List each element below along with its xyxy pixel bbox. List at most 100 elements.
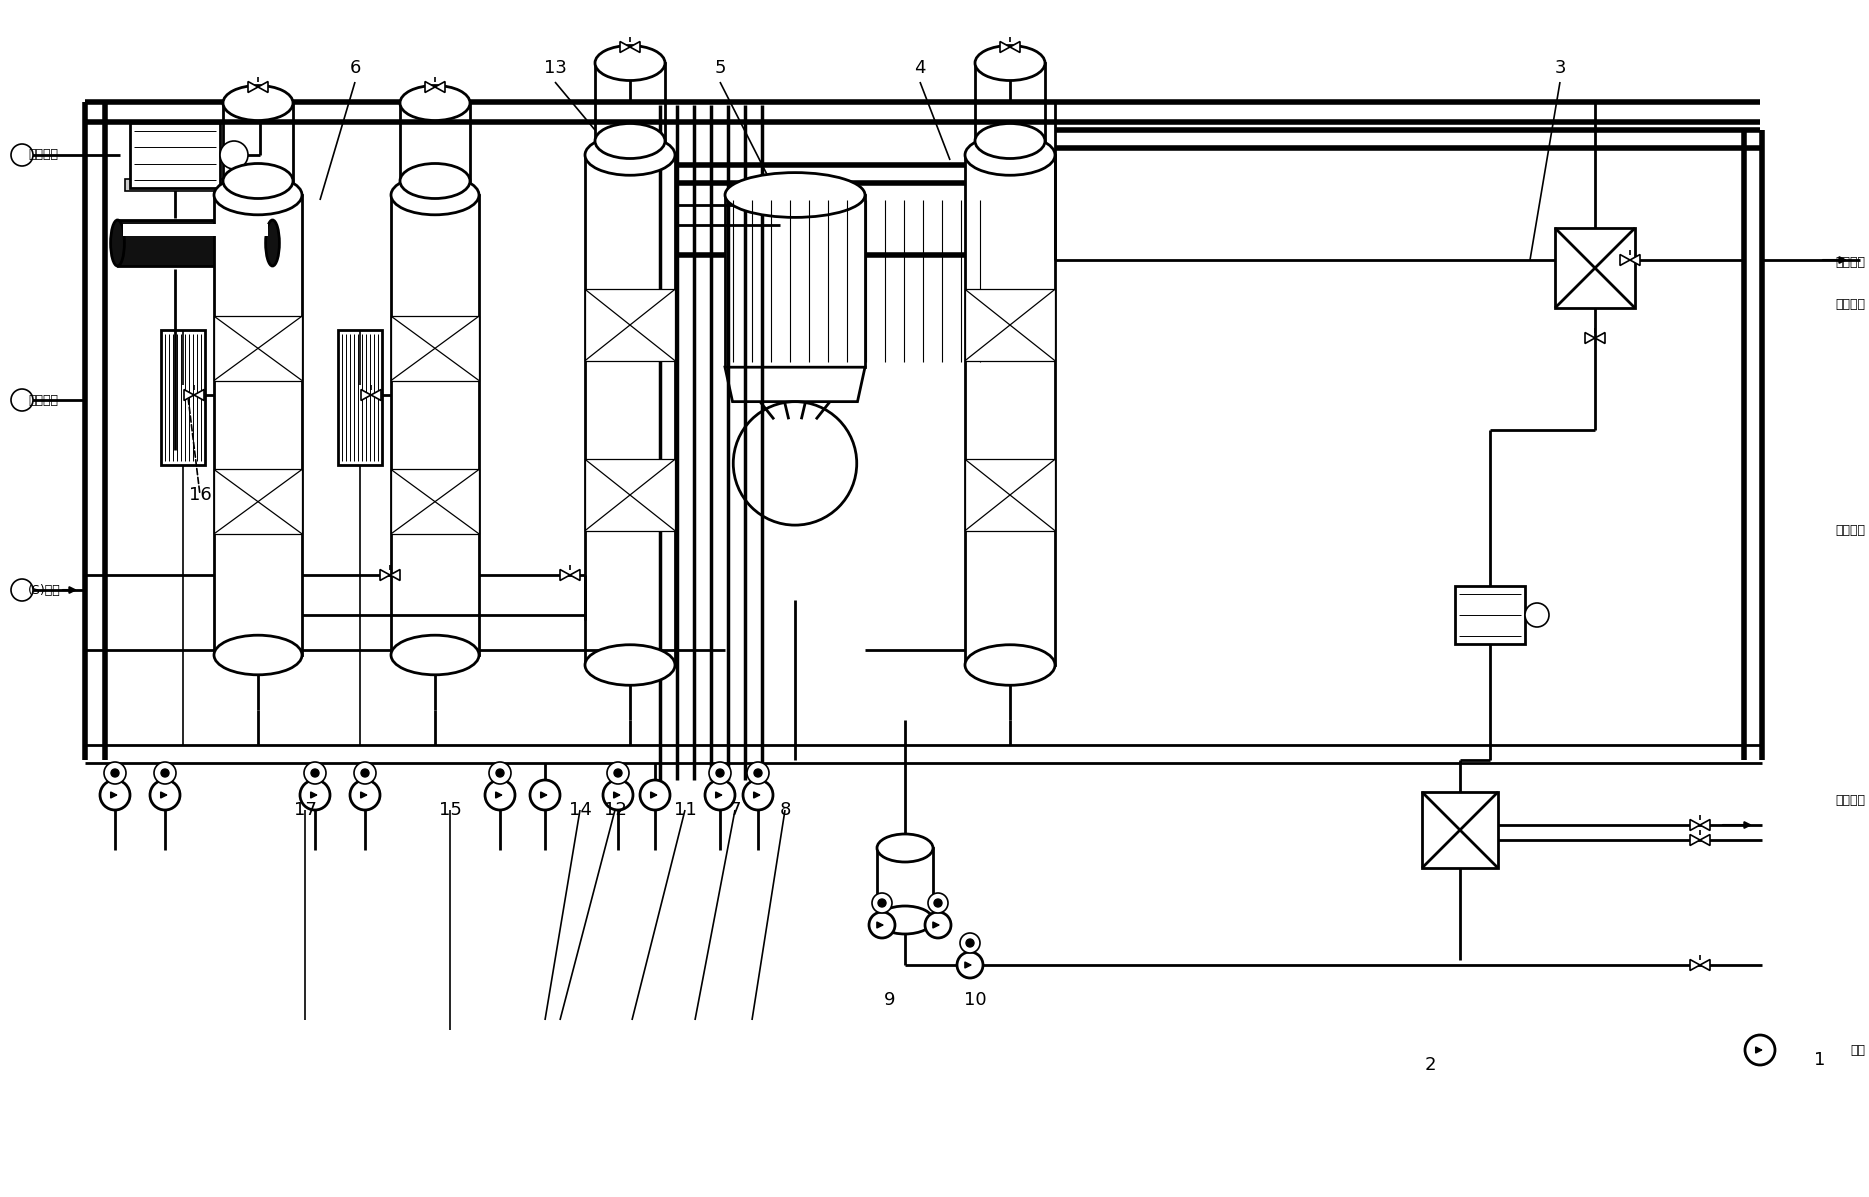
Polygon shape xyxy=(258,81,267,92)
Bar xyxy=(877,847,933,920)
Circle shape xyxy=(615,768,622,777)
Bar xyxy=(976,63,1045,141)
Bar xyxy=(1422,792,1497,868)
Polygon shape xyxy=(1690,960,1701,971)
Circle shape xyxy=(934,899,942,907)
Text: 11: 11 xyxy=(673,801,697,819)
Polygon shape xyxy=(570,570,579,581)
Bar xyxy=(123,224,267,236)
Ellipse shape xyxy=(594,45,665,80)
Text: 17: 17 xyxy=(293,801,316,819)
Polygon shape xyxy=(630,42,639,53)
Text: 8: 8 xyxy=(779,801,791,819)
Circle shape xyxy=(11,579,34,601)
Ellipse shape xyxy=(585,645,675,685)
Ellipse shape xyxy=(585,135,675,175)
Bar xyxy=(585,290,675,360)
Bar xyxy=(400,103,469,181)
Polygon shape xyxy=(1701,960,1710,971)
Ellipse shape xyxy=(391,636,478,675)
Ellipse shape xyxy=(222,164,293,199)
Ellipse shape xyxy=(213,175,303,214)
Circle shape xyxy=(11,389,34,411)
Circle shape xyxy=(153,762,176,784)
Text: 3: 3 xyxy=(1555,59,1566,77)
Text: 不凝气体: 不凝气体 xyxy=(28,148,58,162)
Text: 高纯水桶: 高纯水桶 xyxy=(1835,794,1865,807)
Circle shape xyxy=(110,768,120,777)
Bar xyxy=(213,195,303,655)
Circle shape xyxy=(495,768,505,777)
Polygon shape xyxy=(435,81,445,92)
Bar xyxy=(213,316,303,381)
Polygon shape xyxy=(391,570,400,581)
Ellipse shape xyxy=(265,220,278,266)
Text: 10: 10 xyxy=(964,991,987,1009)
Circle shape xyxy=(221,141,249,169)
Circle shape xyxy=(869,912,895,938)
Bar xyxy=(213,469,303,534)
Polygon shape xyxy=(424,81,435,92)
Circle shape xyxy=(961,932,979,953)
Ellipse shape xyxy=(391,175,478,214)
Bar xyxy=(131,123,221,188)
Bar xyxy=(391,469,478,534)
Polygon shape xyxy=(621,42,630,53)
Text: 7: 7 xyxy=(729,801,740,819)
Polygon shape xyxy=(1701,820,1710,831)
Circle shape xyxy=(310,768,320,777)
Polygon shape xyxy=(561,570,570,581)
Circle shape xyxy=(716,768,723,777)
Text: 冷却水桶: 冷却水桶 xyxy=(1835,255,1865,268)
Polygon shape xyxy=(1585,333,1594,344)
Circle shape xyxy=(11,144,34,166)
Bar xyxy=(391,195,478,655)
Text: (S)液源: (S)液源 xyxy=(28,583,62,596)
Polygon shape xyxy=(1701,834,1710,845)
Bar xyxy=(118,220,273,266)
Ellipse shape xyxy=(964,645,1054,685)
Circle shape xyxy=(873,893,892,913)
Circle shape xyxy=(929,893,948,913)
Circle shape xyxy=(708,762,731,784)
Text: 不凝气体: 不凝气体 xyxy=(1835,298,1865,311)
Polygon shape xyxy=(1594,333,1605,344)
Circle shape xyxy=(361,768,368,777)
Bar xyxy=(585,460,675,530)
Text: 13: 13 xyxy=(544,59,566,77)
Circle shape xyxy=(484,780,516,810)
Bar xyxy=(1555,227,1635,308)
Circle shape xyxy=(1746,1035,1776,1065)
Bar xyxy=(1454,587,1525,644)
Ellipse shape xyxy=(725,172,865,218)
Text: 冷却水桶: 冷却水桶 xyxy=(1835,523,1865,536)
Ellipse shape xyxy=(213,636,303,675)
Circle shape xyxy=(350,780,379,810)
Bar xyxy=(964,290,1054,360)
Bar xyxy=(585,154,675,666)
Circle shape xyxy=(301,780,331,810)
Circle shape xyxy=(733,402,856,525)
Polygon shape xyxy=(361,389,372,401)
Ellipse shape xyxy=(594,123,665,158)
Ellipse shape xyxy=(964,135,1054,175)
Ellipse shape xyxy=(222,85,293,121)
Polygon shape xyxy=(249,81,258,92)
Polygon shape xyxy=(194,389,204,401)
Circle shape xyxy=(490,762,510,784)
Text: 5: 5 xyxy=(714,59,725,77)
Ellipse shape xyxy=(400,164,469,199)
Bar xyxy=(338,330,381,464)
Ellipse shape xyxy=(976,45,1045,80)
Ellipse shape xyxy=(976,123,1045,158)
Bar xyxy=(964,154,1054,666)
Circle shape xyxy=(604,780,634,810)
Bar xyxy=(391,316,478,381)
Circle shape xyxy=(966,938,974,947)
Circle shape xyxy=(705,780,735,810)
Text: 12: 12 xyxy=(604,801,626,819)
Polygon shape xyxy=(1620,255,1630,266)
Bar xyxy=(161,330,206,464)
Polygon shape xyxy=(725,367,865,402)
Circle shape xyxy=(353,762,376,784)
